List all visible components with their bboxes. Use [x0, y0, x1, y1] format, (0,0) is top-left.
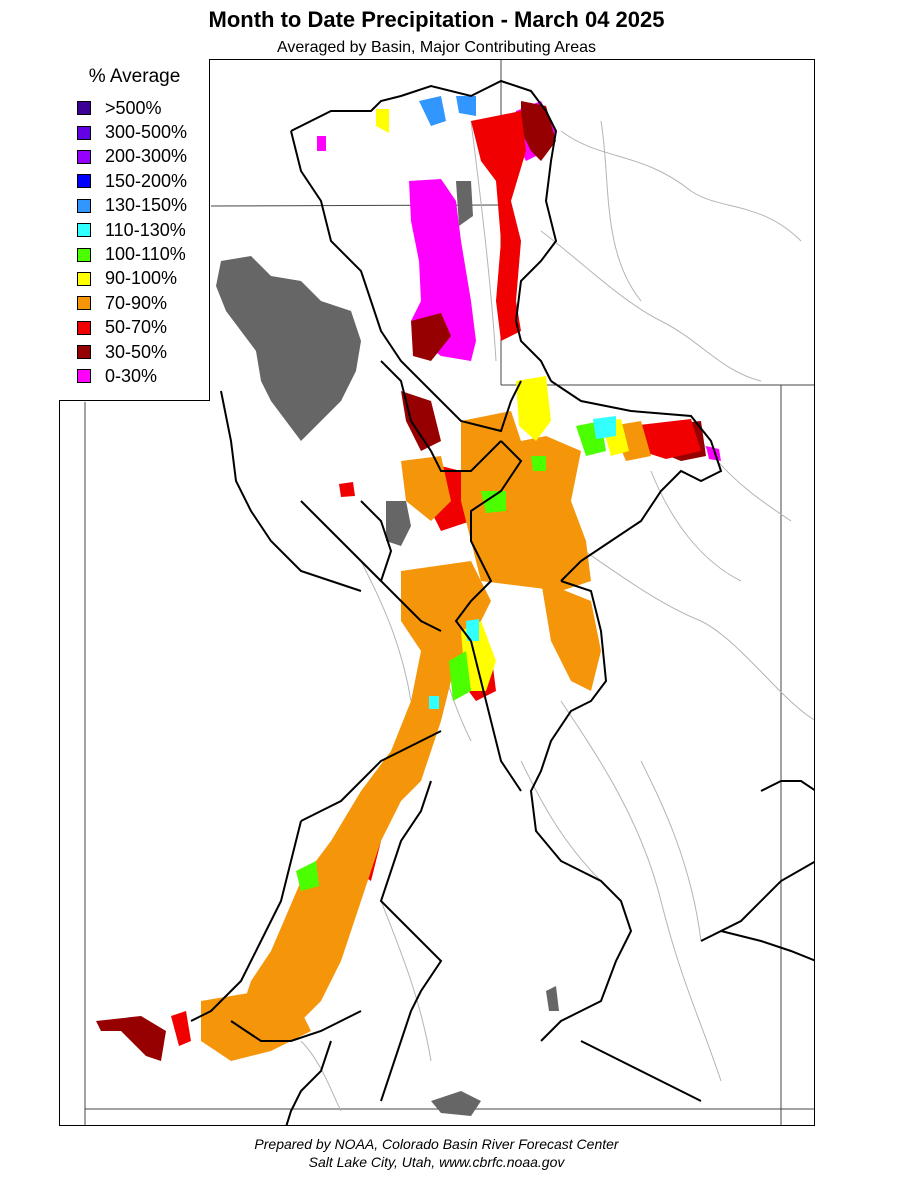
map-canvas — [84, 60, 814, 1125]
basin-boundaries — [190, 79, 814, 1125]
legend-item: >500% — [77, 96, 187, 120]
legend-swatch — [77, 223, 91, 238]
map-legend: % Average >500% 300-500% 200-300% 150-20… — [59, 59, 210, 401]
area-0-30-north — [409, 179, 476, 361]
area-100-110-strip — [449, 651, 471, 701]
legend-swatch — [77, 101, 91, 116]
legend-swatch — [77, 247, 91, 262]
area-0-30-nw — [317, 136, 326, 151]
area-100-110-spot — [531, 456, 546, 471]
area-50-70-nwspot — [339, 482, 355, 497]
legend-label: 110-130% — [105, 219, 186, 240]
area-100-110-south — [296, 861, 319, 891]
area-90-100-center — [516, 376, 551, 441]
legend-label: 130-150% — [105, 195, 188, 216]
legend-label: 70-90% — [105, 292, 168, 313]
legend-swatch — [77, 369, 91, 384]
legend-title: % Average — [88, 66, 181, 87]
legend-label: 200-300% — [105, 146, 188, 167]
legend-swatch — [77, 345, 91, 360]
area-110-130-sw — [429, 696, 439, 709]
legend-item: 300-500% — [77, 120, 187, 144]
legend-item: 150-200% — [77, 169, 187, 193]
area-30-50-mid — [401, 391, 441, 451]
area-130-150-north — [419, 96, 446, 126]
lake-powell — [431, 1091, 481, 1116]
legend-label: 300-500% — [105, 122, 188, 143]
area-50-70-ne — [471, 111, 526, 341]
precip-areas — [96, 96, 721, 1061]
legend-swatch — [77, 198, 91, 213]
legend-label: 50-70% — [105, 317, 168, 338]
legend-item: 70-90% — [77, 291, 187, 315]
area-70-90-central — [461, 411, 591, 591]
area-110-130-east — [593, 416, 616, 439]
legend-item: 90-100% — [77, 267, 187, 291]
legend-swatch — [77, 320, 91, 335]
legend-item: 0-30% — [77, 364, 187, 388]
legend-swatch — [77, 296, 91, 311]
legend-label: 30-50% — [105, 341, 168, 362]
legend-item: 30-50% — [77, 340, 187, 364]
bear-lake — [456, 181, 473, 226]
legend-label: 150-200% — [105, 170, 188, 191]
utah-lake — [386, 501, 411, 546]
great-salt-lake — [216, 256, 361, 441]
legend-label: 90-100% — [105, 268, 178, 289]
map-subtitle: Averaged by Basin, Major Contributing Ar… — [277, 39, 596, 56]
area-130-150-ne — [456, 96, 476, 116]
legend-label: 0-30% — [105, 365, 158, 386]
credit-line-2: Salt Lake City, Utah, www.cbrfc.noaa.gov — [308, 1154, 565, 1170]
legend-label: >500% — [105, 97, 162, 118]
legend-item: 50-70% — [77, 316, 187, 340]
legend-list: >500% 300-500% 200-300% 150-200% 130-150… — [77, 96, 187, 389]
area-30-50-sw — [96, 1016, 166, 1061]
legend-swatch — [77, 271, 91, 286]
area-70-90-mid — [401, 456, 451, 521]
legend-label: 100-110% — [105, 244, 186, 265]
area-70-90-south — [201, 991, 311, 1061]
legend-swatch — [77, 149, 91, 164]
area-110-130-south — [466, 619, 479, 641]
area-70-90-spine — [241, 561, 491, 1031]
area-30-50-north — [411, 313, 451, 361]
legend-item: 110-130% — [77, 218, 187, 242]
area-90-100-nw — [376, 109, 389, 133]
area-30-50-ne — [521, 101, 556, 161]
legend-item: 200-300% — [77, 145, 187, 169]
legend-item: 130-150% — [77, 194, 187, 218]
legend-swatch — [77, 125, 91, 140]
legend-item: 100-110% — [77, 242, 187, 266]
area-70-90-east — [541, 581, 601, 691]
area-100-110-center — [481, 491, 506, 513]
legend-swatch — [77, 174, 91, 189]
reservoir — [546, 986, 559, 1011]
area-50-70-sw — [171, 1011, 191, 1046]
credit-line-1: Prepared by NOAA, Colorado Basin River F… — [254, 1136, 619, 1152]
lakes — [216, 181, 559, 1116]
map-title: Month to Date Precipitation - March 04 2… — [208, 7, 665, 32]
